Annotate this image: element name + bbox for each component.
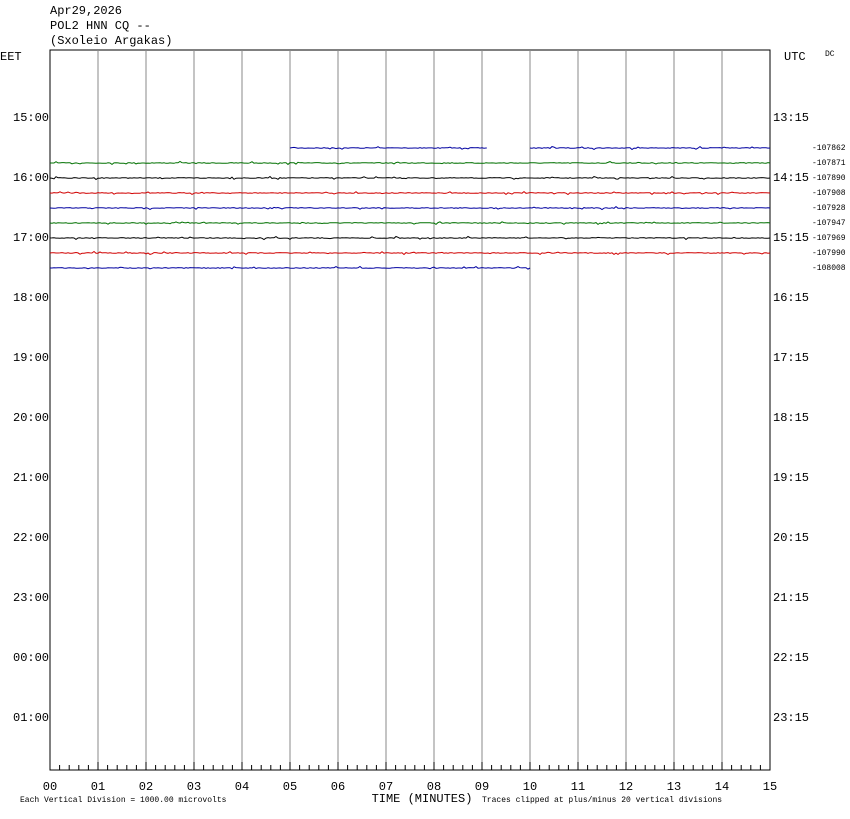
right-time: 22:15	[773, 651, 809, 665]
left-time: 17:00	[13, 231, 49, 245]
trace-offset: -107947	[812, 219, 846, 228]
trace-offset: -107871	[812, 159, 846, 168]
trace-offset: -107969	[812, 234, 846, 243]
right-time: 21:15	[773, 591, 809, 605]
trace	[49, 175, 771, 181]
left-time: 15:00	[13, 111, 49, 125]
trace	[49, 205, 771, 211]
left-time: 00:00	[13, 651, 49, 665]
trace	[49, 235, 771, 241]
right-time: 13:15	[773, 111, 809, 125]
left-time: 20:00	[13, 411, 49, 425]
right-axis-label: UTC	[784, 50, 806, 64]
x-tick-label: 04	[235, 780, 249, 794]
x-tick-label: 02	[139, 780, 153, 794]
trace-offset: -107908	[812, 189, 846, 198]
x-label: TIME (MINUTES)	[372, 792, 473, 806]
x-tick-label: 11	[571, 780, 585, 794]
x-tick-label: 03	[187, 780, 201, 794]
left-time: 19:00	[13, 351, 49, 365]
footer-right: Traces clipped at plus/minus 20 vertical…	[482, 796, 722, 805]
left-time: 21:00	[13, 471, 49, 485]
x-tick-label: 09	[475, 780, 489, 794]
trace-offset: -108008	[812, 264, 846, 273]
right-time: 19:15	[773, 471, 809, 485]
left-axis-label: EET	[0, 50, 22, 64]
dc-label: DC	[825, 50, 835, 59]
x-tick-label: 05	[283, 780, 297, 794]
x-tick-label: 01	[91, 780, 105, 794]
left-time: 22:00	[13, 531, 49, 545]
trace	[289, 146, 487, 150]
station: POL2 HNN CQ --	[50, 19, 151, 33]
trace	[529, 145, 771, 151]
left-time: 16:00	[13, 171, 49, 185]
trace	[49, 250, 771, 256]
trace	[49, 221, 771, 226]
left-time: 01:00	[13, 711, 49, 725]
trace	[50, 265, 531, 270]
left-time: 18:00	[13, 291, 49, 305]
right-time: 14:15	[773, 171, 809, 185]
trace-offset: -107890	[812, 174, 846, 183]
date: Apr29,2026	[50, 4, 122, 18]
x-tick-label: 13	[667, 780, 681, 794]
right-time: 20:15	[773, 531, 809, 545]
footer-left: Each Vertical Division = 1000.00 microvo…	[20, 796, 227, 805]
x-tick-label: 06	[331, 780, 345, 794]
left-time: 23:00	[13, 591, 49, 605]
trace-offset: -107928	[812, 204, 846, 213]
trace-offset: -107862	[812, 144, 846, 153]
x-tick-label: 15	[763, 780, 777, 794]
right-time: 15:15	[773, 231, 809, 245]
right-time: 23:15	[773, 711, 809, 725]
x-tick-label: 10	[523, 780, 537, 794]
x-tick-label: 14	[715, 780, 729, 794]
x-tick-label: 07	[379, 780, 393, 794]
plot-frame	[49, 49, 771, 771]
x-tick-label: 12	[619, 780, 633, 794]
right-time: 17:15	[773, 351, 809, 365]
right-time: 18:15	[773, 411, 809, 425]
right-time: 16:15	[773, 291, 809, 305]
trace	[49, 190, 771, 196]
x-tick-label: 00	[43, 780, 57, 794]
trace	[50, 160, 771, 166]
trace-offset: -107990	[812, 249, 846, 258]
x-tick-label: 08	[427, 780, 441, 794]
site: (Sxoleio Argakas)	[50, 34, 172, 48]
